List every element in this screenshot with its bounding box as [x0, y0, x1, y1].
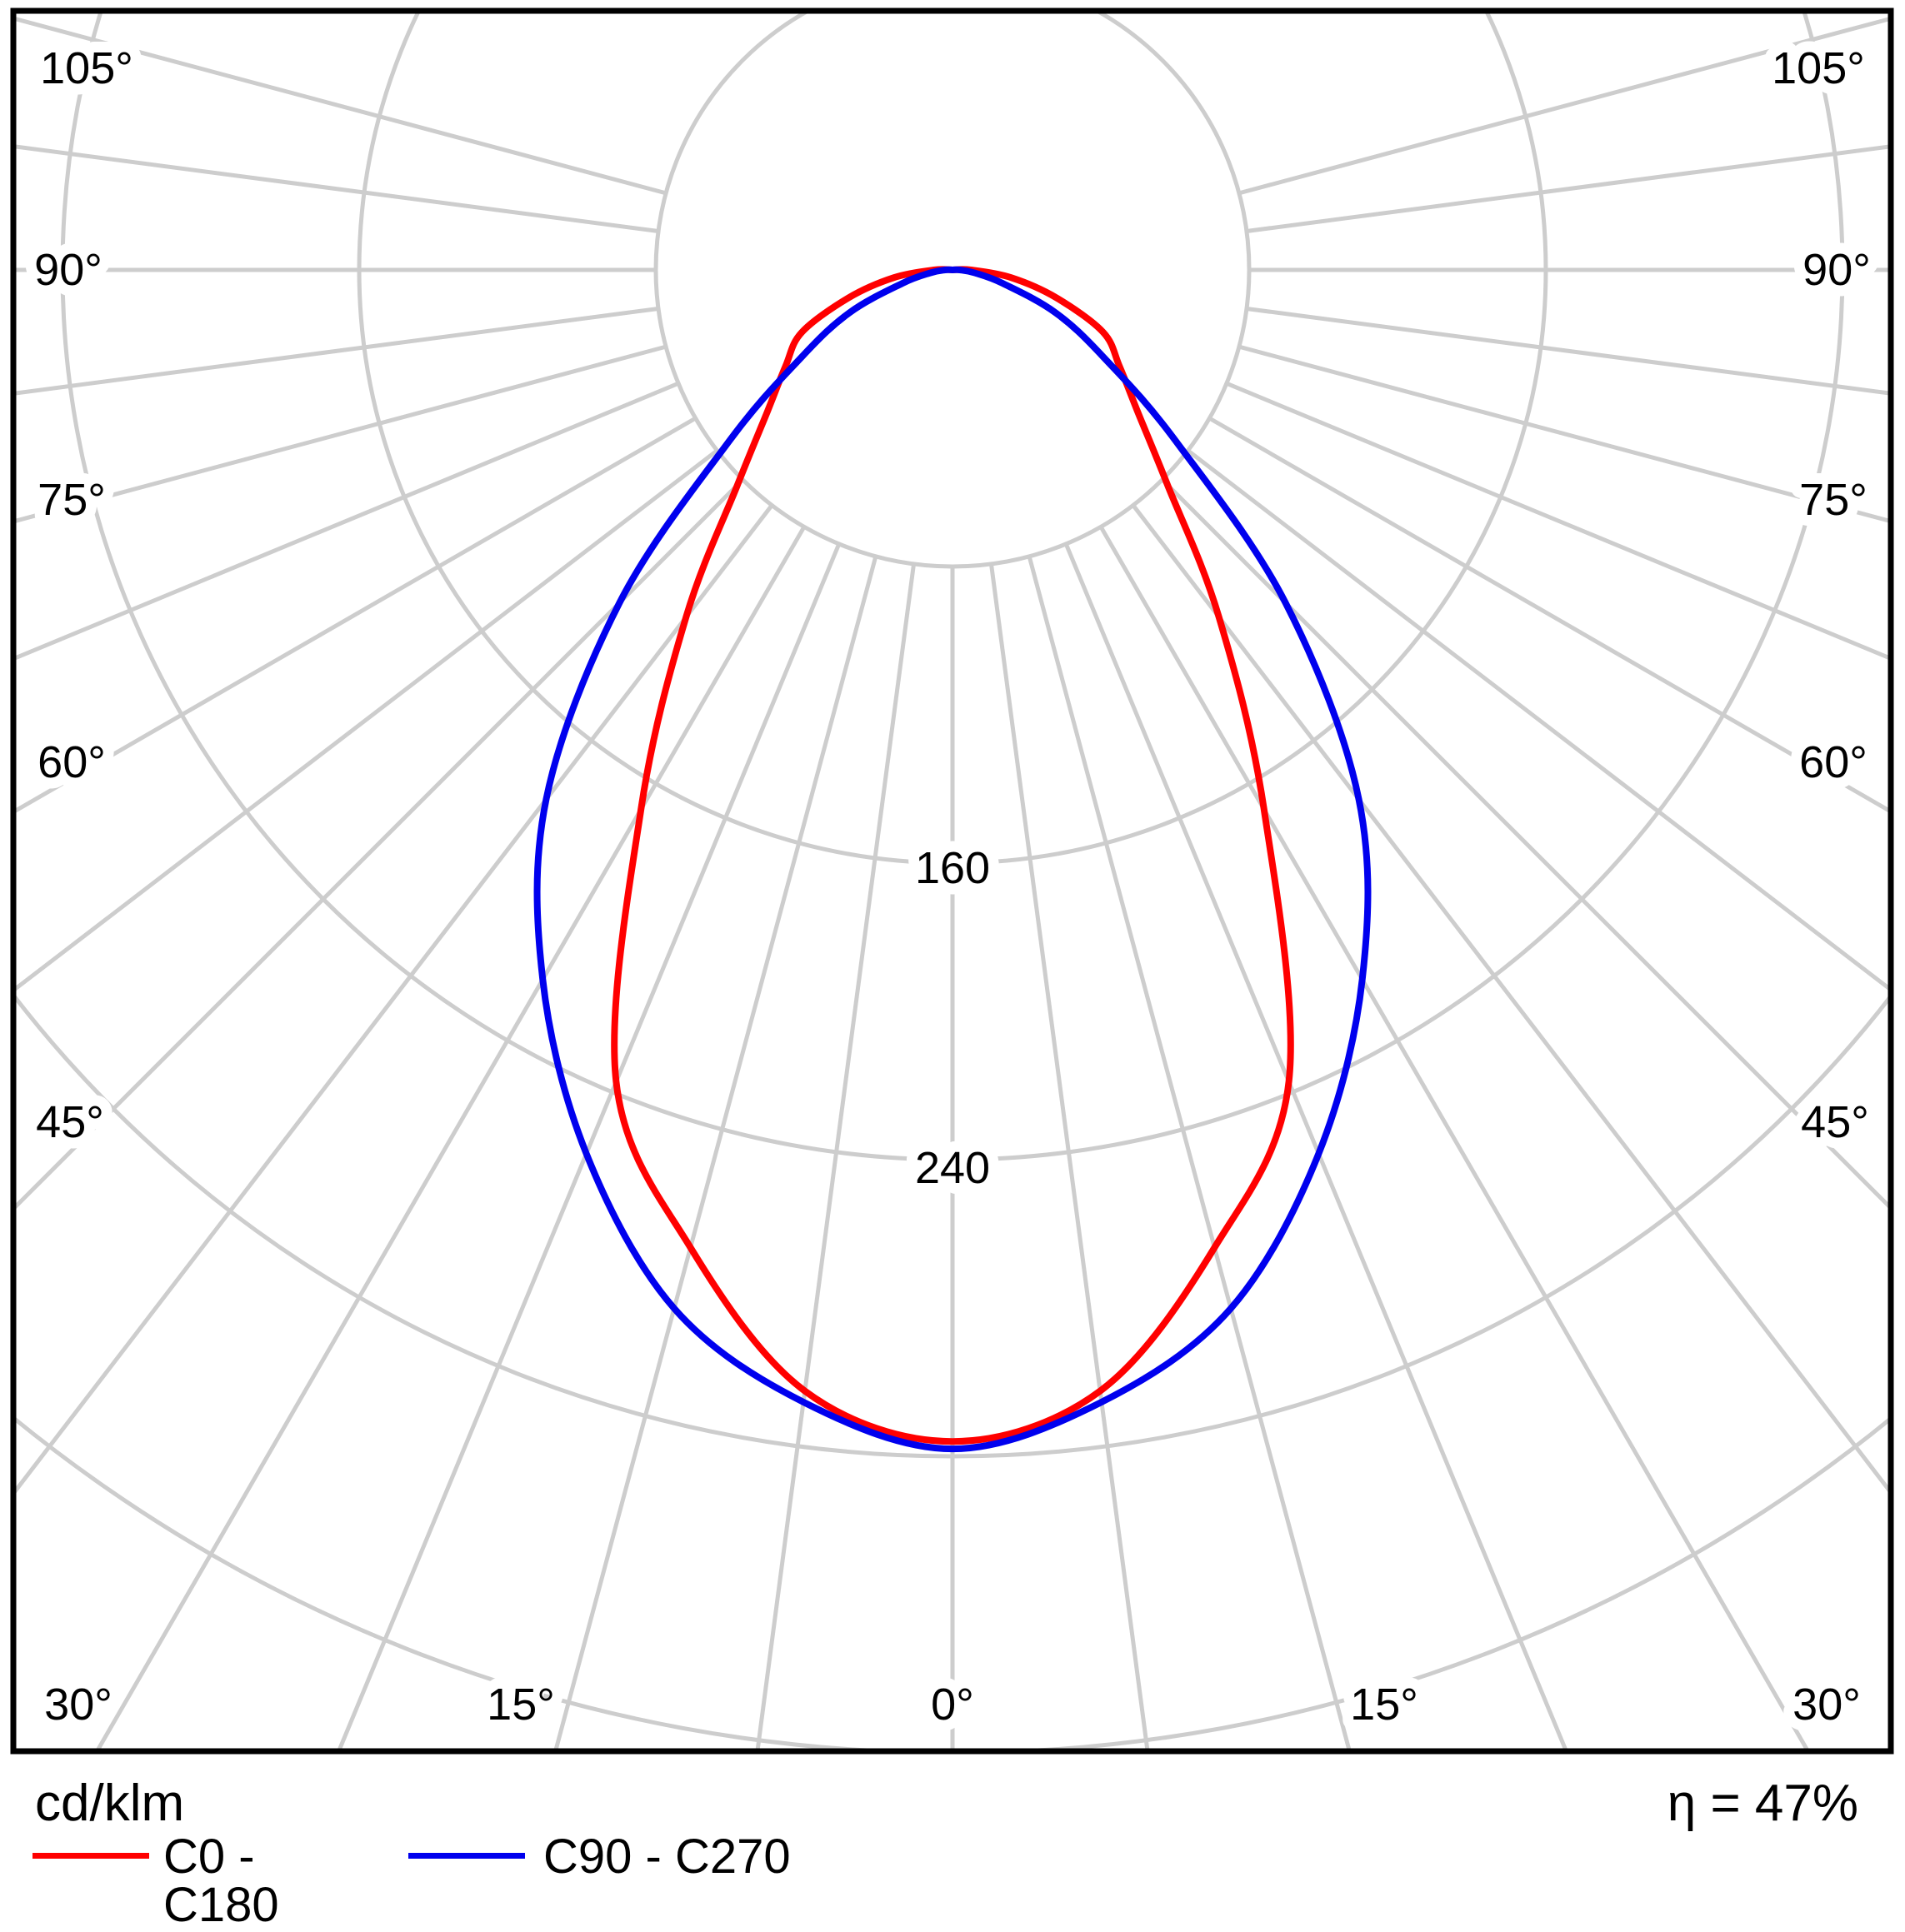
legend-item-c0-c180: C0 - C180 [32, 1833, 382, 1930]
radius-label-160: 160 [915, 843, 990, 893]
grid-radial-line-45 [1160, 477, 1891, 1211]
angle-label-30deg: 30° [44, 1680, 112, 1730]
grid-radial-line-15 [552, 556, 878, 1751]
angle-label-75deg: 75° [1799, 475, 1868, 525]
grid-radial-line-75 [1238, 344, 1891, 524]
grid-radial-line-105 [13, 16, 667, 196]
angle-label-30deg: 30° [1792, 1680, 1861, 1730]
legend-line-red [32, 1853, 149, 1859]
units-label: cd/klm [35, 1775, 185, 1832]
angle-label-15deg: 15° [487, 1680, 555, 1730]
angle-label-60deg: 60° [1799, 737, 1868, 787]
grid-radial-line-75 [13, 344, 667, 524]
grid-radial-line-60 [13, 416, 697, 815]
grid-radial-line-67.5 [1225, 381, 1891, 661]
grid-radial-line-82.5 [1246, 306, 1891, 396]
grid-radial-line-22.5 [1063, 542, 1569, 1751]
grid-radial-line-7.5 [988, 563, 1150, 1751]
grid-radial-line-22.5 [336, 542, 842, 1751]
grid-circle-80 [653, 11, 1252, 569]
grid-radial-line-52.5 [1186, 448, 1891, 993]
grid-radial-line-67.5 [13, 381, 680, 661]
curve-c0-c180 [611, 266, 1294, 1445]
grid-radial-line-7.5 [755, 563, 917, 1751]
grid-radial-line-30 [94, 526, 807, 1751]
legend-line-blue [408, 1853, 525, 1859]
grid-radial-line-97.5 [13, 144, 659, 234]
angle-label-75deg: 75° [38, 475, 106, 525]
angle-label-45deg: 45° [36, 1097, 104, 1147]
grid-radial-line-97.5 [1246, 144, 1891, 234]
angle-label-15deg: 15° [1350, 1680, 1418, 1730]
grid-radial-line-60 [1208, 416, 1891, 814]
angle-label-45deg: 45° [1801, 1097, 1869, 1147]
legend-item-c90-c270: C90 - C270 [408, 1833, 792, 1881]
legend-label-c90-c270: C90 - C270 [543, 1830, 791, 1884]
axis-labels: 105° 90° 75° 60° 45° 105° 90° 75° 60° 45° 30° 15° 0°… [23, 32, 1882, 1740]
plot-border [10, 7, 1894, 1755]
intensity-curves [533, 266, 1372, 1453]
legend-label-c0-c180: C0 - C180 [163, 1830, 279, 1932]
angle-label-105deg: 105° [40, 43, 133, 93]
grid-radial-line-82.5 [13, 306, 659, 396]
curve-c90-c270 [533, 266, 1372, 1453]
efficiency-label: η = 47% [1667, 1775, 1858, 1832]
angle-label-0deg: 0° [931, 1680, 974, 1730]
grid-radial-line-37.5 [13, 503, 774, 1497]
grid-radial-line-30 [1098, 526, 1811, 1751]
grid-radial-line-105 [1238, 16, 1891, 196]
grid-radial-line-15 [1027, 556, 1352, 1751]
angle-label-90deg: 90° [1802, 245, 1871, 295]
grid-radial-line-37.5 [1131, 503, 1891, 1496]
angle-label-60deg: 60° [38, 737, 106, 787]
angle-label-90deg: 90° [34, 245, 102, 295]
angle-label-105deg: 105° [1772, 43, 1865, 93]
radius-label-240: 240 [915, 1143, 990, 1193]
grid-radial-line-52.5 [13, 448, 719, 993]
grid-radial-line-45 [13, 477, 745, 1212]
